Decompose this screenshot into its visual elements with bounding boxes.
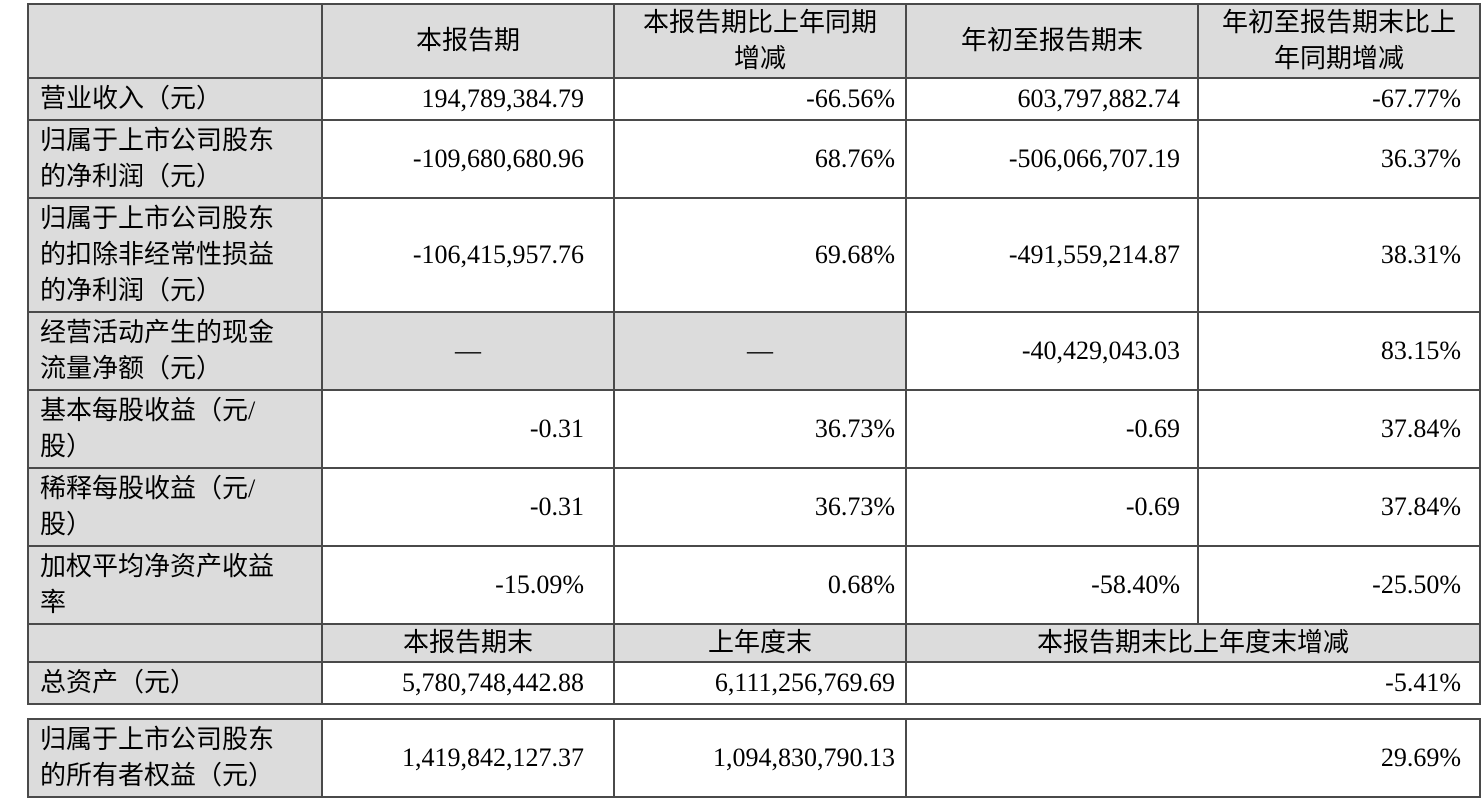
value-ytd: -0.69 [905,389,1199,469]
value-current: -106,415,957.76 [321,197,615,313]
value-current-change: 36.73% [613,467,907,547]
value-period-end: 5,780,748,442.88 [321,661,615,705]
value-current-change: -66.56% [613,77,907,121]
value-current: 194,789,384.79 [321,77,615,121]
value-current-change: 36.73% [613,389,907,469]
period-end-header-row: 本报告期末 上年度末 本报告期末比上年度末增减 [27,623,1481,663]
header-current-vs-prior: 本报告期比上年同期 增减 [613,3,907,79]
equity-table: 归属于上市公司股东 的所有者权益（元） 1,419,842,127.37 1,0… [27,718,1481,798]
value-period-end: 1,419,842,127.37 [321,718,615,798]
value-change: -5.41% [905,661,1481,705]
value-current-change: 69.68% [613,197,907,313]
header-ytd: 年初至报告期末 [905,3,1199,79]
value-current-change: 68.76% [613,119,907,199]
row-label: 加权平均净资产收益 率 [27,545,323,625]
metric-row-total-assets: 总资产（元） 5,780,748,442.88 6,111,256,769.69… [27,661,1481,705]
value-current-change: 0.68% [613,545,907,625]
row-label: 归属于上市公司股东 的净利润（元） [27,119,323,199]
header-prior-year-end: 上年度末 [613,623,907,663]
value-ytd: -506,066,707.19 [905,119,1199,199]
corner-cell [27,3,323,79]
value-ytd-change: 36.37% [1197,119,1481,199]
metric-row-operating-cash-flow: 经营活动产生的现金 流量净额（元） — — -40,429,043.03 83.… [27,311,1481,391]
value-ytd-change: 38.31% [1197,197,1481,313]
value-current-dash: — [321,311,615,391]
header-current-period: 本报告期 [321,3,615,79]
value-ytd-change: 37.84% [1197,389,1481,469]
header-period-end-vs-prior-year-end: 本报告期末比上年度末增减 [905,623,1481,663]
value-ytd-change: -67.77% [1197,77,1481,121]
row-label: 总资产（元） [27,661,323,705]
value-ytd: -58.40% [905,545,1199,625]
value-current: -15.09% [321,545,615,625]
header-ytd-vs-prior: 年初至报告期末比上 年同期增减 [1197,3,1481,79]
row-label: 稀释每股收益（元/ 股） [27,467,323,547]
metric-row-weighted-avg-roe: 加权平均净资产收益 率 -15.09% 0.68% -58.40% -25.50… [27,545,1481,625]
value-ytd: -491,559,214.87 [905,197,1199,313]
value-current: -0.31 [321,389,615,469]
value-prior-year-end: 1,094,830,790.13 [613,718,907,798]
corner-cell [27,623,323,663]
value-ytd: -0.69 [905,467,1199,547]
metric-row-net-profit: 归属于上市公司股东 的净利润（元） -109,680,680.96 68.76%… [27,119,1481,199]
row-label: 基本每股收益（元/ 股） [27,389,323,469]
value-ytd-change: -25.50% [1197,545,1481,625]
key-financials-table: 本报告期 本报告期比上年同期 增减 年初至报告期末 年初至报告期末比上 年同期增… [27,3,1481,705]
value-change: 29.69% [904,718,1481,798]
value-prior-year-end: 6,111,256,769.69 [613,661,907,705]
row-label: 营业收入（元） [27,77,323,121]
period-header-row: 本报告期 本报告期比上年同期 增减 年初至报告期末 年初至报告期末比上 年同期增… [27,3,1481,79]
value-current: -109,680,680.96 [321,119,615,199]
value-current: -0.31 [321,467,615,547]
value-ytd: -40,429,043.03 [905,311,1199,391]
row-label: 归属于上市公司股东 的所有者权益（元） [27,718,323,798]
metric-row-diluted-eps: 稀释每股收益（元/ 股） -0.31 36.73% -0.69 37.84% [27,467,1481,547]
metric-row-equity: 归属于上市公司股东 的所有者权益（元） 1,419,842,127.37 1,0… [27,718,1481,798]
row-label: 经营活动产生的现金 流量净额（元） [27,311,323,391]
metric-row-revenue: 营业收入（元） 194,789,384.79 -66.56% 603,797,8… [27,77,1481,121]
header-period-end: 本报告期末 [321,623,615,663]
metric-row-net-profit-excl-nonrecurring: 归属于上市公司股东 的扣除非经常性损益 的净利润（元） -106,415,957… [27,197,1481,313]
value-current-change-dash: — [613,311,907,391]
value-ytd: 603,797,882.74 [905,77,1199,121]
value-ytd-change: 83.15% [1197,311,1481,391]
value-ytd-change: 37.84% [1197,467,1481,547]
row-label: 归属于上市公司股东 的扣除非经常性损益 的净利润（元） [27,197,323,313]
metric-row-basic-eps: 基本每股收益（元/ 股） -0.31 36.73% -0.69 37.84% [27,389,1481,469]
